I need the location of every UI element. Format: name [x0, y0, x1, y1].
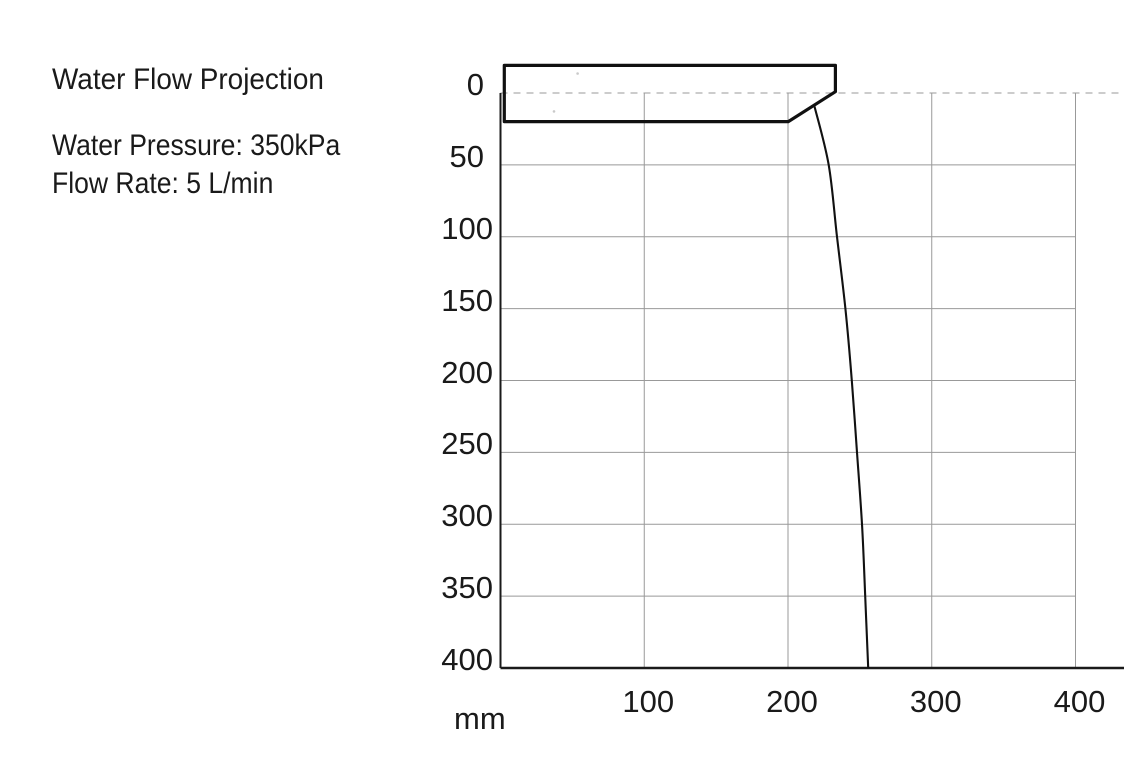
svg-text:100: 100	[622, 684, 674, 719]
svg-text:300: 300	[441, 498, 493, 533]
svg-text:400: 400	[441, 642, 493, 677]
svg-text:350: 350	[441, 570, 493, 605]
svg-text:300: 300	[910, 684, 962, 719]
svg-text:150: 150	[441, 283, 493, 318]
svg-text:0: 0	[467, 67, 484, 102]
svg-text:400: 400	[1054, 684, 1106, 719]
svg-text:200: 200	[766, 684, 818, 719]
svg-text:mm: mm	[454, 701, 506, 736]
svg-text:100: 100	[441, 211, 493, 246]
svg-text:50: 50	[450, 139, 484, 174]
svg-text:250: 250	[441, 426, 493, 461]
svg-text:200: 200	[441, 355, 493, 390]
